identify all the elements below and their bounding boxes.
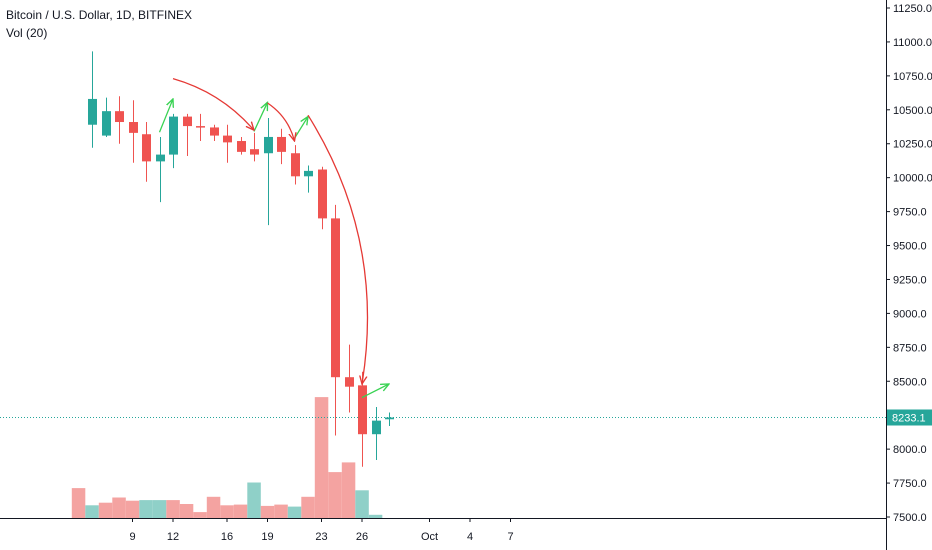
red-arc-arrow [267, 102, 295, 141]
volume-bar [220, 505, 234, 518]
candle-body [277, 136, 286, 152]
y-tick-label: 10000.0 [893, 173, 932, 185]
volume-bar [260, 505, 275, 518]
candle-body [385, 417, 394, 420]
y-tick-label: 9000.0 [893, 308, 927, 320]
volume-bar [301, 496, 315, 518]
x-tick-label: 26 [356, 531, 368, 543]
y-tick-label: 8000.0 [893, 444, 927, 456]
chart-legend: Bitcoin / U.S. Dollar, 1D, BITFINEX Vol … [6, 6, 192, 42]
y-tick-label: 10750.0 [893, 71, 932, 83]
volume-bar [179, 504, 194, 518]
volume-bar [193, 512, 207, 518]
x-tick-label: 4 [467, 531, 473, 543]
y-tick-label: 9250.0 [893, 274, 927, 286]
current-price-label-bg [887, 409, 932, 426]
volume-bar [287, 506, 302, 518]
candle-body [237, 141, 246, 152]
y-axis-ticks: 11250.0 11000.0 10750.0 10500.0 10250.0 10000… [886, 3, 932, 524]
candle-body [88, 98, 97, 125]
y-tick-label: 10250.0 [893, 139, 932, 151]
x-tick-label: Oct [421, 531, 438, 543]
candle-body [264, 136, 273, 154]
y-tick-label: 7500.0 [893, 512, 927, 524]
volume-bar [233, 504, 248, 518]
candle-body [304, 170, 313, 177]
candle-body [223, 135, 232, 143]
volume-indicator-label: Vol (20) [6, 26, 48, 40]
candle-body [115, 111, 124, 123]
candle-body [169, 116, 178, 155]
y-tick-label: 7750.0 [893, 478, 927, 490]
y-tick-label: 11250.0 [893, 3, 932, 15]
volume-bar [71, 488, 86, 518]
x-tick-label: 19 [261, 531, 273, 543]
volume-bar [341, 462, 356, 518]
current-price-label: 8233.1 [892, 412, 926, 424]
volume-bar [98, 502, 113, 518]
volume-bar [85, 505, 99, 518]
volume-bars [71, 397, 383, 519]
candle-body [210, 127, 219, 136]
volume-bar [125, 500, 140, 518]
candle-body [142, 134, 151, 162]
candle-body [183, 116, 192, 127]
volume-bar [314, 397, 329, 518]
volume-bar [206, 496, 221, 518]
volume-bar [368, 514, 383, 519]
candle-body [156, 154, 165, 162]
candle-body [345, 377, 354, 387]
candle-body [358, 385, 367, 435]
volume-bar [139, 500, 153, 518]
symbol-title: Bitcoin / U.S. Dollar, 1D, BITFINEX [6, 8, 193, 22]
volume-bar [247, 482, 261, 518]
green-arrow [158, 99, 174, 133]
y-tick-label: 9750.0 [893, 207, 927, 219]
green-arrow [253, 102, 268, 132]
y-tick-label: 11000.0 [893, 37, 932, 49]
x-axis-ticks: 9 12 16 19 23 26 Oct 4 7 [129, 518, 514, 543]
green-arrow [293, 117, 309, 139]
volume-bar [274, 504, 288, 518]
volume-bar [166, 500, 180, 518]
y-tick-label: 10500.0 [893, 105, 932, 117]
y-tick-label: 8500.0 [893, 376, 927, 388]
x-tick-label: 7 [507, 531, 513, 543]
candle-body [372, 420, 381, 435]
red-arc-arrow [172, 77, 254, 131]
x-tick-label: 16 [221, 531, 233, 543]
candle-body [291, 153, 300, 177]
y-tick-label: 9500.0 [893, 241, 927, 253]
candle-body [102, 111, 111, 136]
candle-body [196, 126, 205, 128]
volume-bar [112, 497, 126, 518]
candle-body [318, 169, 327, 219]
red-arc-arrow [307, 114, 369, 384]
volume-bar [152, 500, 167, 518]
x-tick-label: 23 [315, 531, 327, 543]
candle-body [129, 122, 138, 133]
annotations [158, 77, 390, 399]
green-arrow [361, 384, 389, 399]
candle-body [331, 218, 340, 378]
x-tick-label: 12 [167, 531, 179, 543]
y-tick-label: 8750.0 [893, 342, 927, 354]
volume-bar [355, 490, 369, 518]
candles [88, 51, 394, 467]
x-tick-label: 9 [129, 531, 135, 543]
volume-bar [328, 472, 342, 518]
candle-body [250, 149, 259, 155]
